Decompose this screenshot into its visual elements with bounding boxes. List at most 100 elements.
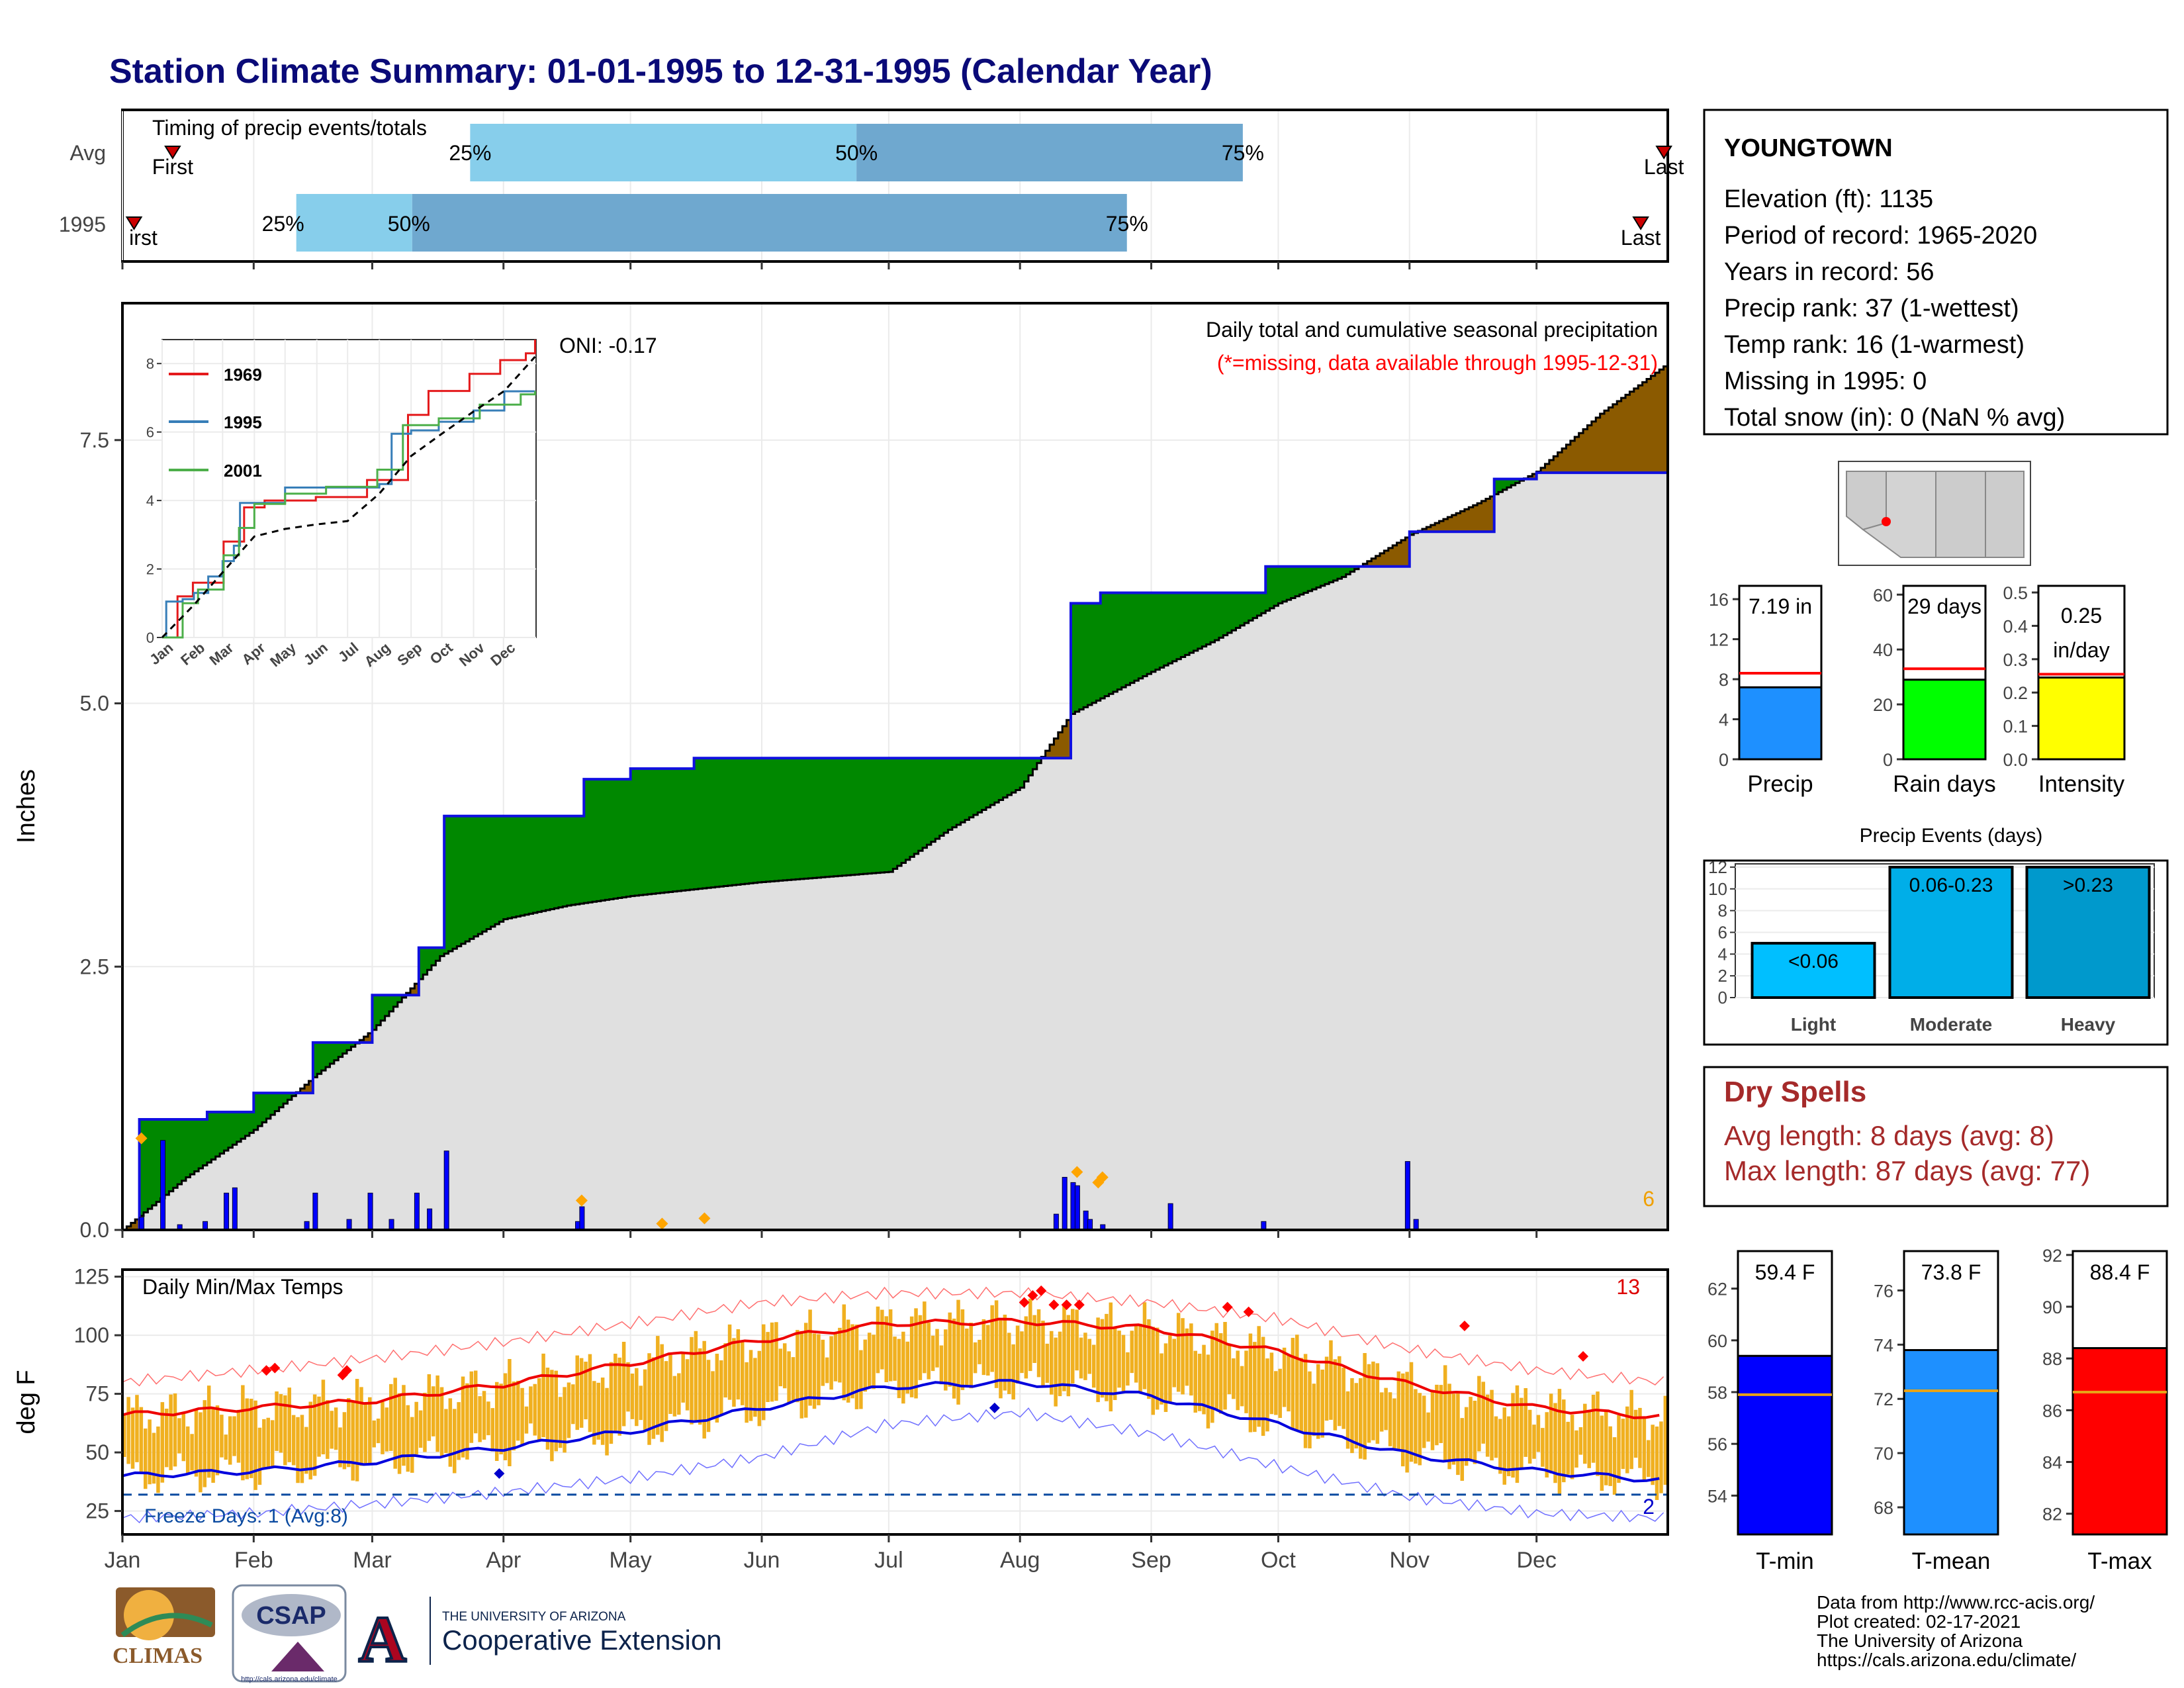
precip-panel-subtitle: (*=missing, data available through 1995-… — [1217, 351, 1658, 375]
events-bar-heavy — [2025, 865, 2151, 1000]
climas-logo: CLIMAS — [113, 1587, 215, 1668]
climas-logo-swoosh — [120, 1613, 213, 1638]
mini-bar-tick-label: 0.1 — [2003, 717, 2028, 737]
annual-summary-bars: 0 4 8 12 16 7.19 in Precip 0 20 40 60 29 days Rain d… — [1709, 583, 2126, 797]
temp-ytick-label-1: 50 — [85, 1440, 109, 1464]
mini-bar-label: Rain days — [1893, 771, 1996, 797]
temp-ytick-label-4: 125 — [74, 1265, 109, 1289]
month-label-dec: Dec — [1516, 1548, 1556, 1573]
precip-event-marker — [135, 1132, 148, 1145]
precip-above-average-area — [139, 479, 1524, 1216]
csap-logo-mountain — [271, 1642, 324, 1671]
temp-bar-t-min — [1737, 1354, 1833, 1536]
timing-avg-bar-25-50 — [470, 124, 857, 181]
temp-record-low-marker — [989, 1402, 1000, 1413]
temp-bar-value: 88.4 F — [2090, 1260, 2150, 1284]
mini-bar-tick-label: 20 — [1873, 695, 1893, 715]
precip-panel-frame — [121, 302, 1669, 1231]
month-label-may: May — [610, 1548, 652, 1573]
inset-legend: 1969 1995 2001 — [169, 365, 262, 481]
temp-record-high-marker — [261, 1365, 272, 1376]
precip-daily-bar — [224, 1192, 230, 1231]
precip-daily-bar — [346, 1219, 352, 1231]
dry-spells-box: Dry Spells Avg length: 8 days (avg: 8) M… — [1703, 1066, 2169, 1207]
mini-bar-tick-label: 0 — [1883, 750, 1893, 770]
temp-record-high-marker — [341, 1365, 353, 1376]
map-state-texas — [1985, 471, 2025, 558]
precip-daily-bar — [1053, 1213, 1059, 1231]
temp-count-top: 13 — [1616, 1275, 1640, 1299]
dry-spells-frame — [1703, 1066, 2169, 1207]
events-bar-label: 0.06-0.23 — [1909, 874, 1993, 896]
mini-bar-rain-days — [1902, 679, 1987, 761]
mini-bar-value-line-2: in/day — [2053, 638, 2109, 662]
temp-bar-tick-label: 62 — [1707, 1280, 1727, 1299]
precip-ytick-label-3: 7.5 — [80, 428, 109, 452]
precip-daily-bar — [1167, 1203, 1173, 1231]
precip-event-marker — [698, 1212, 711, 1225]
events-category-label: Heavy — [2061, 1014, 2116, 1035]
inset-frame — [161, 339, 537, 638]
temp-bar-label: T-max — [2087, 1548, 2152, 1574]
temp-bar-tick-label: 88 — [2042, 1349, 2062, 1369]
temp-record-min-line — [122, 1407, 1664, 1524]
month-label-jun: Jun — [744, 1548, 780, 1573]
precip-daily-bar — [427, 1208, 433, 1231]
events-category-label: Moderate — [1910, 1014, 1992, 1035]
precip-events-title: Precip Events (days) — [1860, 825, 2043, 847]
precip-daily-bar — [443, 1150, 449, 1231]
station-info-line: Years in record: 56 — [1724, 258, 1934, 286]
temp-ylabel: deg F — [13, 1370, 40, 1434]
precip-daily-bar — [139, 1217, 145, 1231]
month-label-apr: Apr — [486, 1548, 521, 1573]
events-ytick-label: 8 — [1718, 901, 1727, 921]
timing-avg-label-25: 25% — [449, 141, 491, 165]
precip-daily-bar — [232, 1187, 238, 1231]
temp-record-high-marker — [1578, 1350, 1589, 1362]
precip-event-marker — [656, 1217, 668, 1230]
mini-bar-tick-label: 16 — [1709, 590, 1729, 610]
csap-logo-url: http://cals.arizona.edu/climate — [241, 1675, 338, 1683]
events-ytick-label: 2 — [1718, 966, 1727, 986]
mini-bar-tick-label: 0.4 — [2003, 616, 2028, 636]
temp-record-high-marker — [1019, 1297, 1030, 1308]
temp-bar-tick-label: 76 — [1874, 1281, 1893, 1301]
mini-bar-tick-label: 0.5 — [2003, 583, 2028, 603]
timing-avg-bar-50-75 — [856, 124, 1243, 181]
precip-ytick-label-0: 0.0 — [80, 1218, 109, 1242]
month-label-jul: Jul — [874, 1548, 903, 1573]
station-info-box: YOUNGTOWN Elevation (ft): 1135 Period of … — [1703, 109, 2169, 436]
month-label-nov: Nov — [1390, 1548, 1430, 1573]
timing-panel: 25% 50% 75% First Last 25% 50% 75% irst Last Timi… — [59, 109, 1684, 269]
temp-bar-tick-label: 68 — [1874, 1498, 1893, 1518]
map-state-new-mexico — [1935, 471, 1986, 558]
climas-logo-text: CLIMAS — [113, 1644, 203, 1668]
timing-avg-label-50: 50% — [835, 141, 878, 165]
locator-map — [1838, 461, 2031, 566]
inset-legend-2001: 2001 — [224, 461, 262, 481]
temp-panel-frame — [121, 1268, 1669, 1536]
precip-daily-bar — [1087, 1219, 1093, 1231]
temp-record-high-marker — [1073, 1299, 1085, 1311]
inset-line-average — [161, 355, 536, 639]
mini-bar-value: 29 days — [1907, 594, 1981, 618]
precip-daily-bar — [1062, 1176, 1068, 1231]
inset-ytick-label-0: 0 — [146, 630, 154, 646]
temp-count-bottom: 2 — [1643, 1495, 1655, 1519]
events-bar-moderate — [1888, 865, 2014, 1000]
month-label-oct: Oct — [1261, 1548, 1296, 1573]
temp-record-max-line — [122, 1286, 1664, 1387]
month-label-mar: Mar — [353, 1548, 392, 1573]
temp-bar-t-mean — [1903, 1349, 1999, 1536]
csap-logo-cloud — [242, 1594, 341, 1636]
timing-avg-label-75: 75% — [1222, 141, 1264, 165]
events-category-label: Light — [1791, 1014, 1836, 1035]
timing-1995-bar-50-75 — [412, 194, 1127, 252]
temp-ytick-label-0: 25 — [85, 1499, 109, 1523]
precip-1995-cumulative-line — [122, 471, 1668, 1231]
mini-bar-tick-label: 0 — [1719, 750, 1729, 770]
csap-logo-text: CSAP — [256, 1602, 326, 1630]
temp-bar-t-max — [2071, 1347, 2168, 1536]
